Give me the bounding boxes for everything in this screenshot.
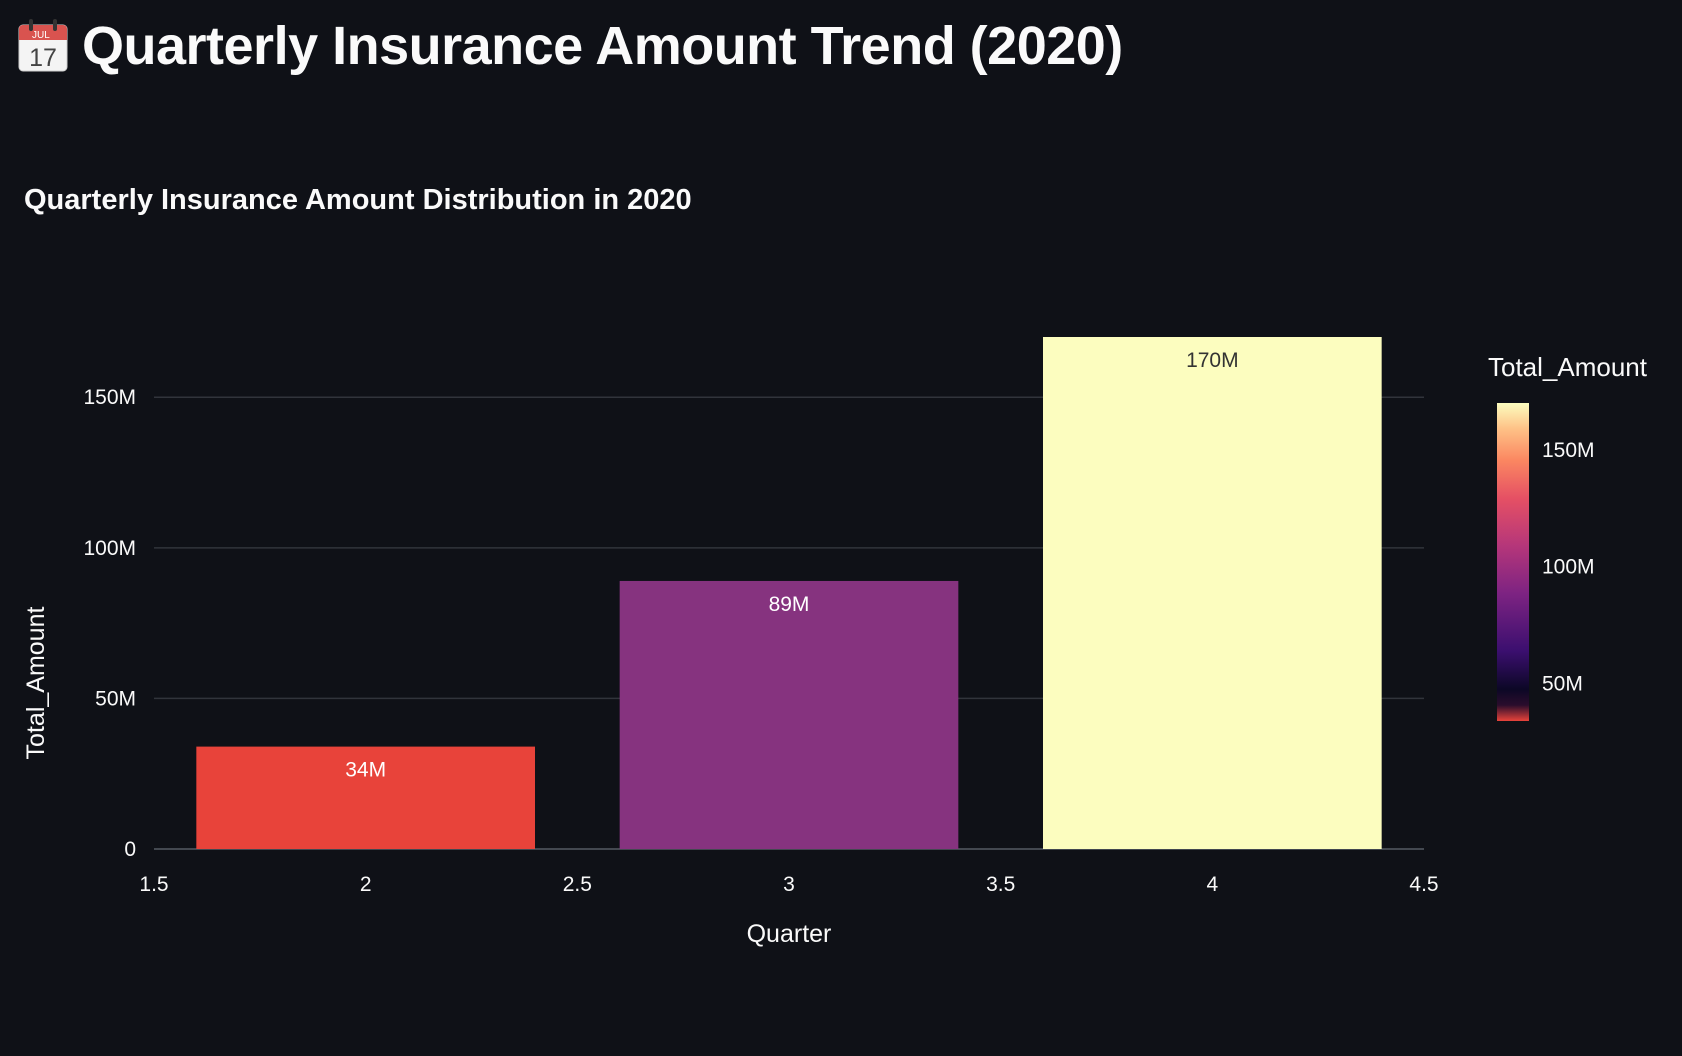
y-tick-label: 0 (124, 838, 136, 861)
y-axis-title: Total_Amount (22, 607, 50, 760)
axes: 0 50M 100M 150M 1.5 2 2.5 3 3.5 4 4.5 Quarter Total_… (22, 386, 1439, 948)
data-label: 34M (345, 759, 386, 782)
calendar-day: 17 (29, 44, 57, 72)
x-tick-label: 4.5 (1409, 873, 1438, 896)
page-header: JUL 17 Quarterly Insurance Amount Trend … (18, 10, 1123, 82)
x-tick-label: 2.5 (563, 873, 592, 896)
chart-title: Quarterly Insurance Amount Distribution … (24, 184, 692, 216)
y-tick-label: 50M (95, 687, 136, 710)
bar (619, 580, 959, 849)
y-tick-label: 150M (83, 386, 136, 409)
bars: 34M 89M 170M (196, 337, 1382, 849)
x-tick-label: 2 (360, 873, 372, 896)
x-tick-label: 4 (1206, 873, 1218, 896)
calendar-icon: JUL 17 (18, 19, 68, 72)
bar (1043, 337, 1382, 849)
x-axis-title: Quarter (747, 920, 832, 948)
x-tick-label: 1.5 (139, 873, 168, 896)
data-label: 89M (769, 593, 810, 616)
colorbar: Total_Amount 50M 100M 150M (1488, 352, 1648, 721)
colorbar-tick-label: 50M (1542, 673, 1583, 696)
y-tick-label: 100M (83, 537, 136, 560)
colorbar-title: Total_Amount (1488, 352, 1648, 382)
x-tick-label: 3 (783, 873, 795, 896)
calendar-month: JUL (32, 30, 50, 41)
x-tick-label: 3.5 (986, 873, 1015, 896)
colorbar-bar (1497, 403, 1529, 721)
colorbar-tick-label: 150M (1542, 439, 1595, 462)
page-title: Quarterly Insurance Amount Trend (2020) (82, 16, 1123, 76)
colorbar-tick-label: 100M (1542, 556, 1595, 579)
bar (196, 746, 536, 849)
data-label: 170M (1186, 349, 1239, 372)
